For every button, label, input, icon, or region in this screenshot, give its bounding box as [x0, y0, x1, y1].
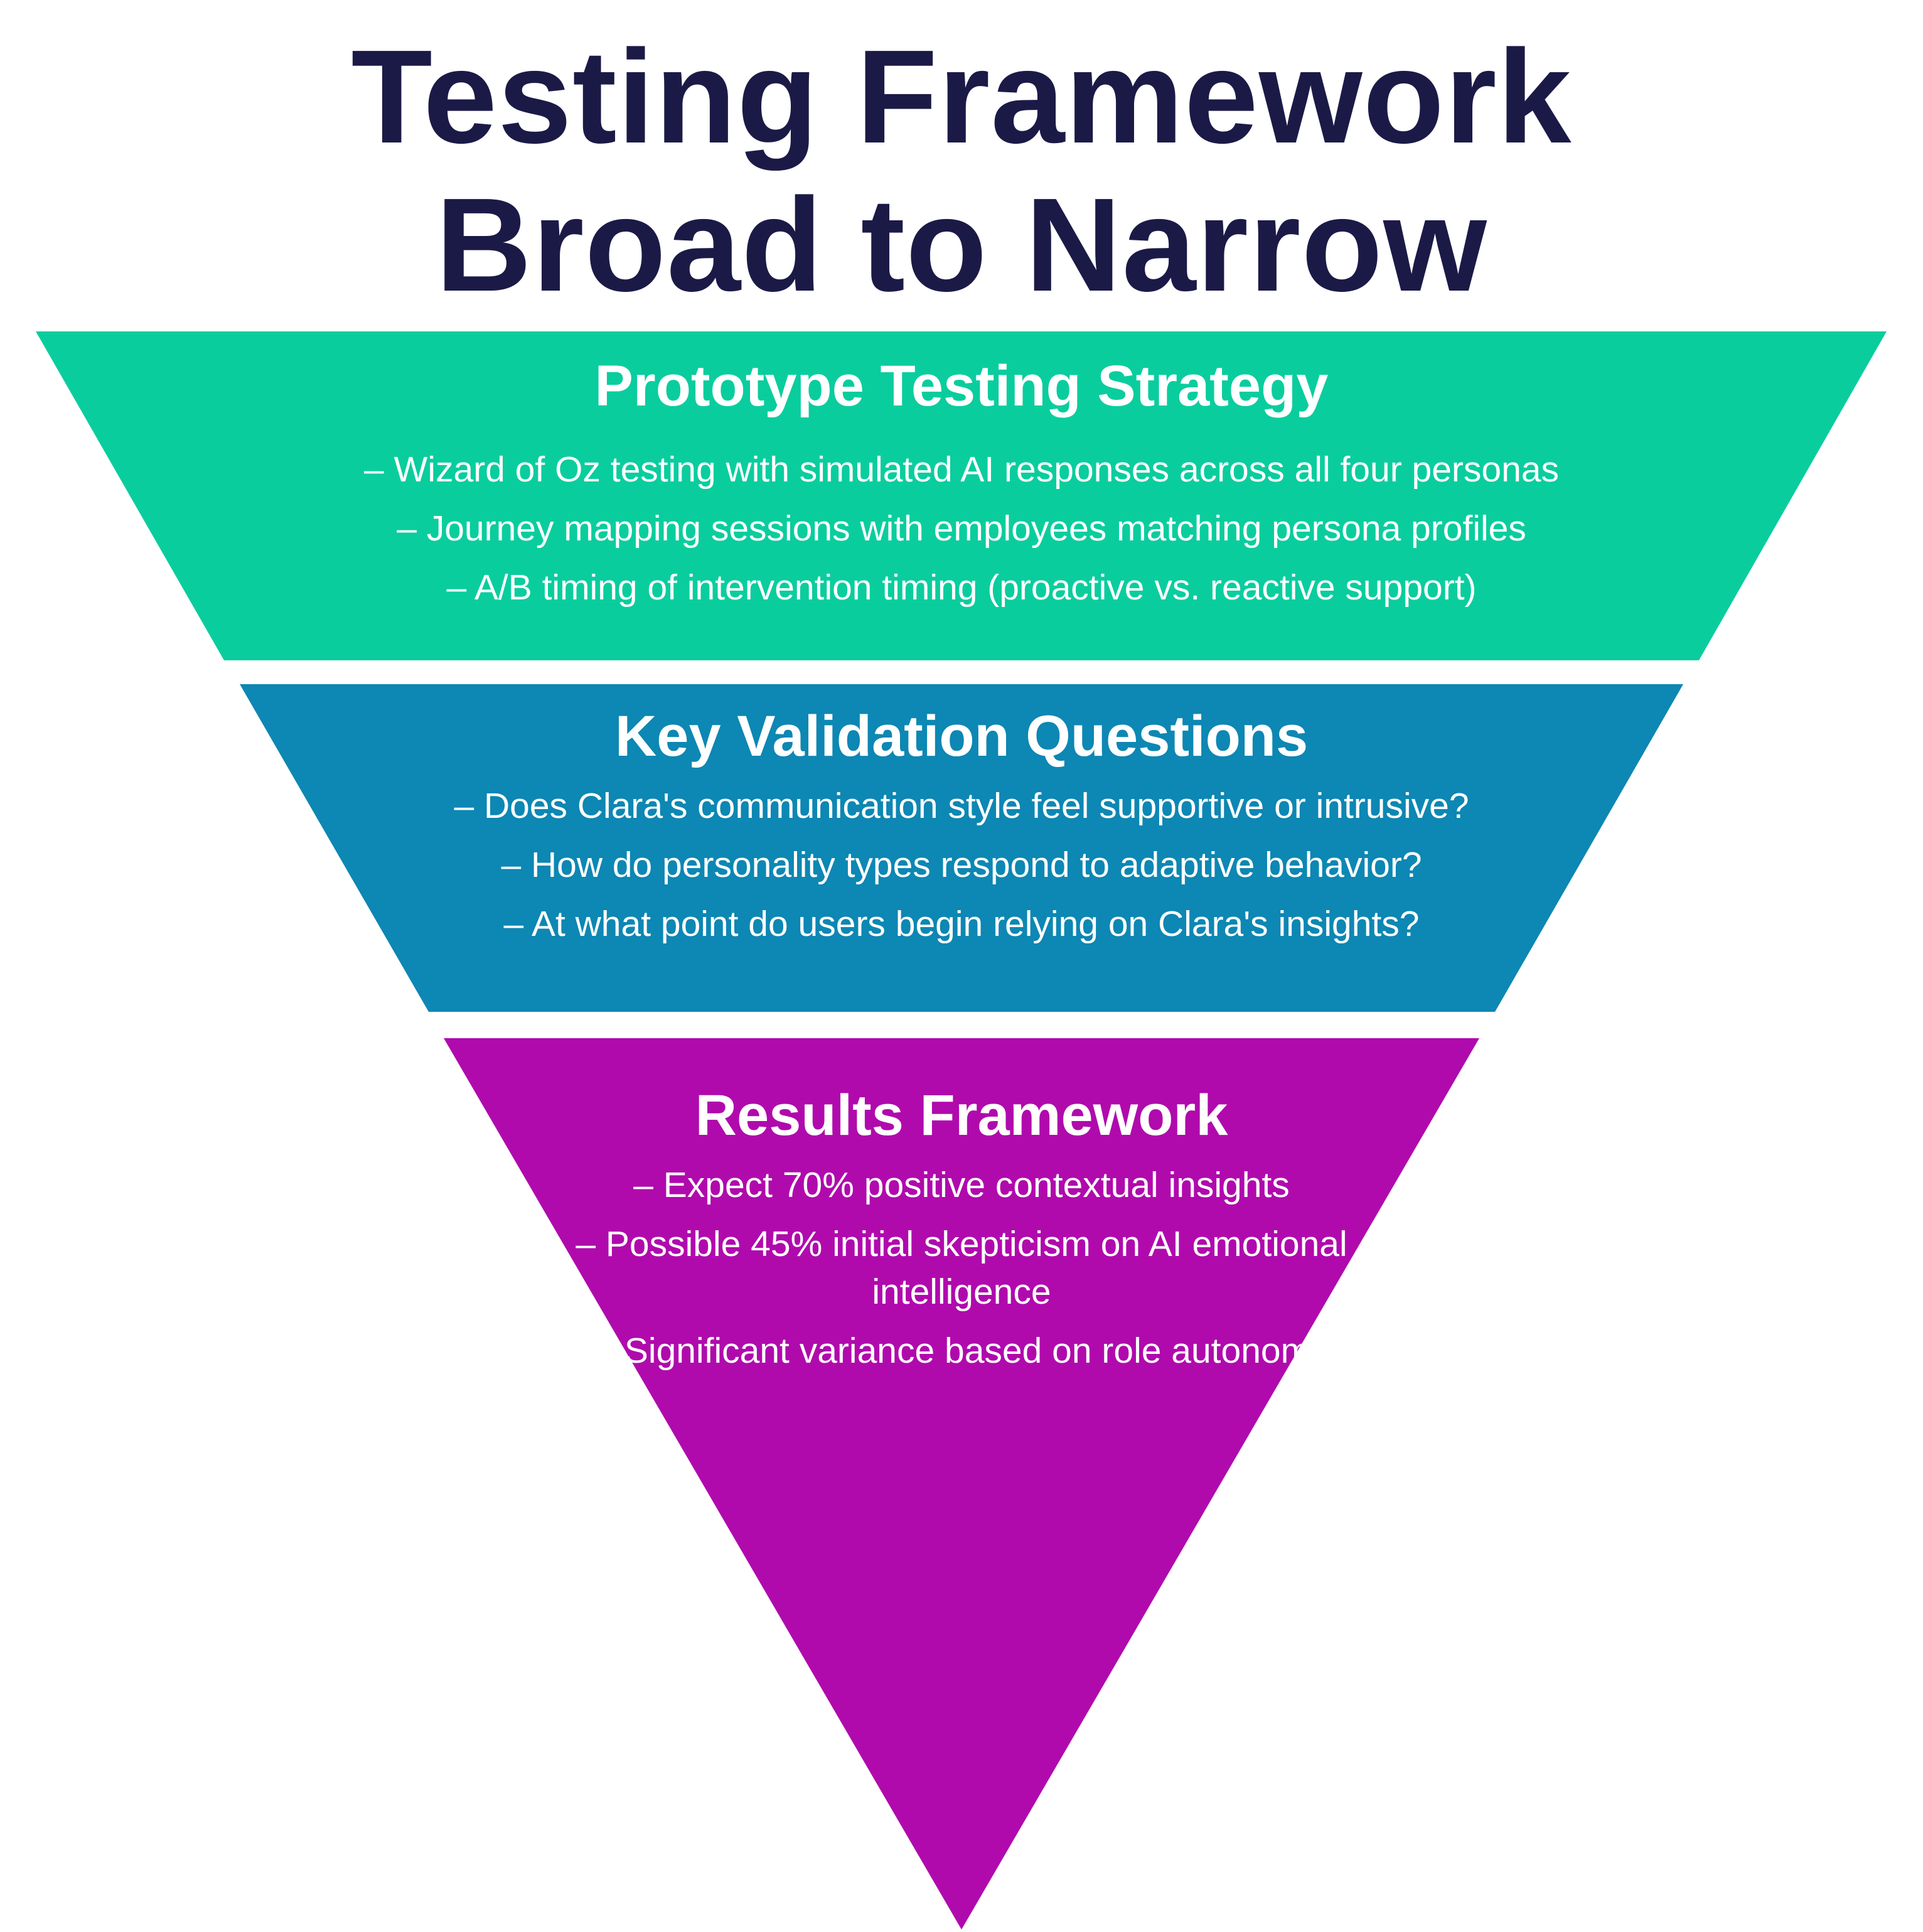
page-title-line-1: Testing Framework: [351, 22, 1572, 171]
list-item: – How do personality types respond to ad…: [501, 845, 1422, 885]
page-title: Testing Framework Broad to Narrow: [0, 23, 1923, 319]
tier-heading: Prototype Testing Strategy: [594, 354, 1329, 418]
tier-key-validation-questions: Key Validation Questions – Does Clara's …: [0, 702, 1923, 948]
funnel-tier-3-shape: [444, 1038, 1479, 1929]
tier-heading: Results Framework: [695, 1083, 1228, 1147]
tier-prototype-testing-strategy: Prototype Testing Strategy – Wizard of O…: [0, 352, 1923, 611]
list-item: – Expect 70% positive contextual insight…: [633, 1165, 1290, 1205]
tier-heading: Key Validation Questions: [614, 704, 1309, 768]
list-item: – Significant variance based on role aut…: [594, 1331, 1329, 1371]
funnel-tier-2-shape: [240, 684, 1683, 1012]
page-title-line-2: Broad to Narrow: [436, 170, 1487, 319]
funnel-tier-1-shape: [36, 331, 1887, 660]
tier-results-framework: Results Framework – Expect 70% positive …: [0, 1081, 1923, 1375]
list-item: – At what point do users begin relying o…: [503, 904, 1420, 944]
list-item: – Journey mapping sessions with employee…: [397, 508, 1526, 549]
list-item: – Wizard of Oz testing with simulated AI…: [363, 449, 1560, 490]
list-item: – Possible 45% initial skepticism on AI …: [576, 1224, 1347, 1312]
list-item: – Does Clara's communication style feel …: [454, 786, 1469, 826]
list-item: – A/B timing of intervention timing (pro…: [446, 567, 1477, 608]
